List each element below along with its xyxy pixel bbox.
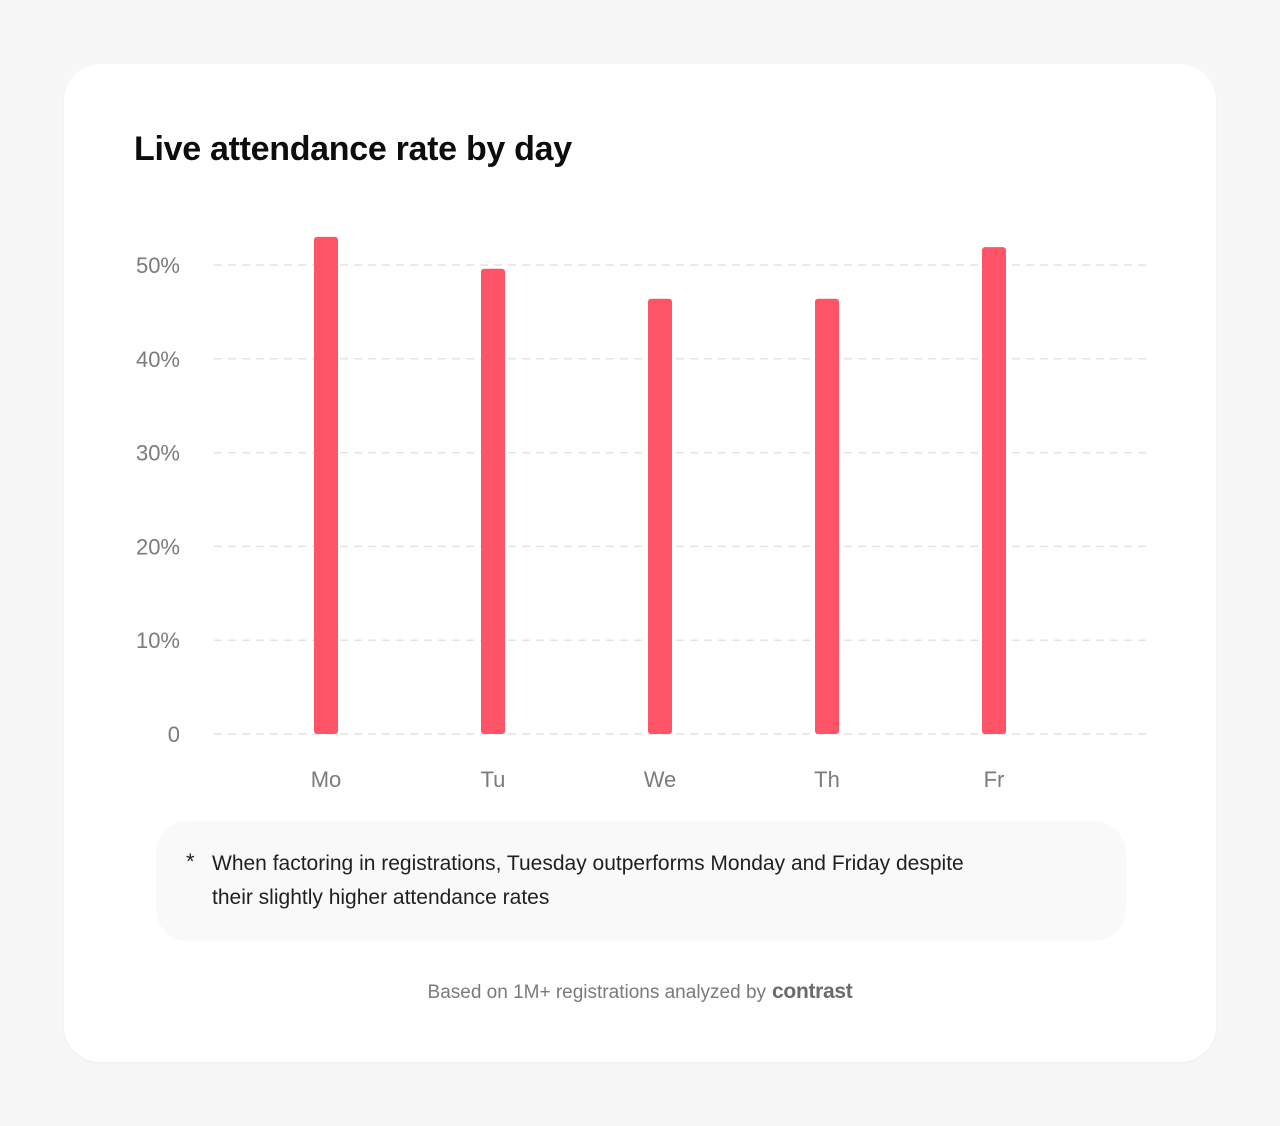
footnote-marker: *: [186, 849, 195, 874]
x-tick-label: Mo: [311, 767, 342, 792]
bar-th: [815, 298, 839, 734]
chart-card: Live attendance rate by day 0 10% 20% 30% 40…: [64, 64, 1216, 1062]
footnote-box: * When factoring in registrations, Tuesd…: [156, 821, 1126, 941]
bar-fr: [982, 247, 1006, 735]
bar-chart: 0 10% 20% 30% 40% 50% Mo Tu We Th Fr: [136, 236, 1146, 792]
y-tick-label: 20%: [136, 534, 180, 559]
x-tick-label: Tu: [481, 767, 506, 792]
footnote-text: When factoring in registrations, Tuesday…: [212, 852, 964, 909]
y-tick-label: 30%: [136, 441, 180, 466]
y-tick-label: 50%: [136, 253, 180, 278]
x-tick-label: Th: [814, 767, 840, 792]
y-tick-label: 10%: [136, 628, 180, 653]
x-tick-label: Fr: [984, 767, 1005, 792]
y-tick-label: 0: [168, 722, 180, 747]
source-text: Based on 1M+ registrations analyzed by: [427, 982, 767, 1003]
bar-we: [648, 298, 672, 734]
bar-mo: [314, 236, 338, 735]
bar-tu: [481, 268, 505, 734]
source-footer: Based on 1M+ registrations analyzed by co…: [64, 980, 1216, 1004]
brand-logo: contrast: [772, 980, 853, 1003]
x-tick-label: We: [644, 767, 677, 792]
y-tick-label: 40%: [136, 347, 180, 372]
chart-title: Live attendance rate by day: [134, 130, 572, 168]
